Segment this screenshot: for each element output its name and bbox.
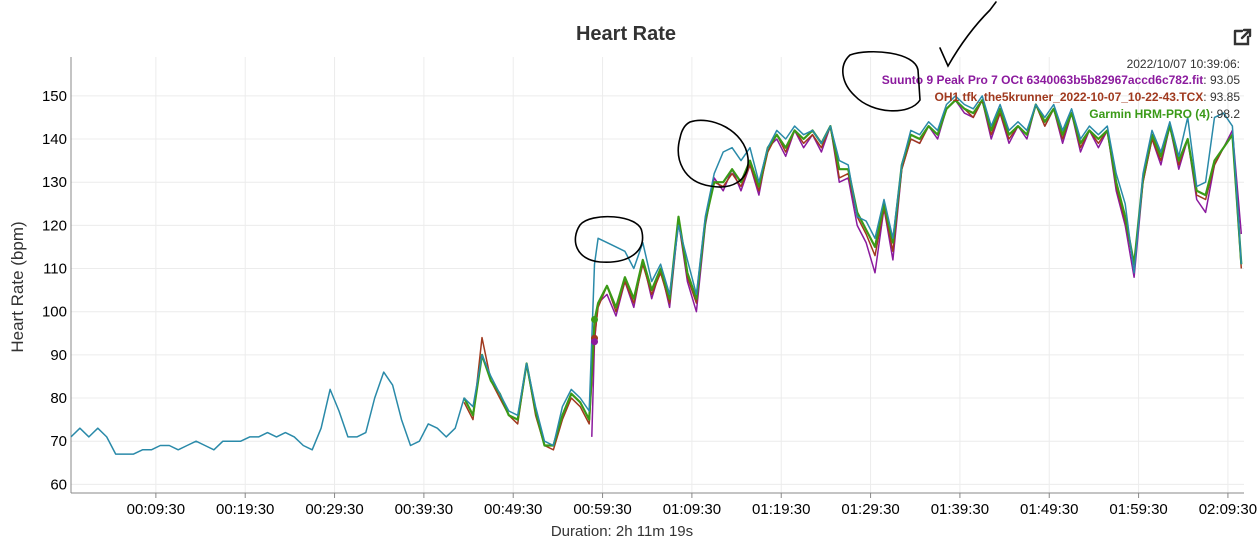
y-tick-label: 60	[50, 476, 67, 493]
tooltip-header: 2022/10/07 10:39:06:	[1127, 57, 1240, 71]
grid-lines	[71, 57, 1244, 493]
x-tick-label: 01:39:30	[931, 501, 989, 518]
tooltip-row-value: 98.2	[1217, 107, 1241, 121]
x-tick-label: 01:49:30	[1020, 501, 1078, 518]
tooltip-row-name: Garmin HRM-PRO (4)	[1089, 107, 1210, 121]
tooltip-row: Suunto 9 Peak Pro 7 OCt 6340063b5b82967a…	[882, 73, 1241, 87]
x-tick-label: 01:29:30	[841, 501, 899, 518]
x-tick-labels: 00:09:30 00:19:30 00:29:30 00:39:30 00:49:30…	[127, 493, 1257, 518]
x-tick-label: 00:29:30	[305, 501, 363, 518]
y-tick-label: 130	[42, 174, 67, 191]
x-tick-label: 01:59:30	[1109, 501, 1167, 518]
x-tick-label: 00:19:30	[216, 501, 274, 518]
tooltip-row: OH1 tfk_the5krunner_2022-10-07_10-22-43.…	[934, 90, 1240, 104]
hover-marker-0	[591, 315, 599, 323]
x-tick-label: 00:39:30	[395, 501, 453, 518]
tooltip-row-value: 93.85	[1210, 90, 1240, 104]
x-tick-label: 00:59:30	[573, 501, 631, 518]
y-tick-label: 90	[50, 347, 67, 364]
tooltip-row-value: 93.05	[1210, 73, 1240, 87]
series-line-3	[70, 95, 1243, 455]
annotation-circle	[842, 50, 921, 112]
x-tick-label: 01:09:30	[663, 501, 721, 518]
x-tick-label: 02:09:30	[1199, 501, 1257, 518]
series-line-2	[463, 99, 1243, 447]
annotation-circle	[677, 119, 749, 188]
y-tick-label: 140	[42, 131, 67, 148]
series-line-1	[463, 99, 1243, 451]
tooltip-row-name: OH1 tfk_the5krunner_2022-10-07_10-22-43.…	[934, 90, 1203, 104]
y-tick-label: 100	[42, 304, 67, 321]
x-axis-label: Duration: 2h 11m 19s	[551, 523, 693, 540]
tooltip-row: Garmin HRM-PRO (4): 98.2	[1089, 107, 1240, 121]
axes	[70, 57, 1244, 494]
y-tick-label: 110	[43, 261, 67, 278]
series-lines	[70, 95, 1243, 455]
tooltip-row-name: Suunto 9 Peak Pro 7 OCt 6340063b5b82967a…	[882, 73, 1204, 87]
x-tick-label: 00:09:30	[127, 501, 185, 518]
chart-title: Heart Rate	[576, 23, 676, 45]
export-icon[interactable]	[1232, 26, 1256, 50]
y-tick-label: 120	[42, 217, 67, 234]
hover-marker-2	[591, 338, 599, 346]
x-tick-label: 01:19:30	[752, 501, 810, 518]
hover-markers	[591, 315, 599, 346]
x-tick-label: 00:49:30	[484, 501, 542, 518]
y-tick-label: 80	[50, 390, 67, 407]
y-tick-label: 70	[50, 433, 67, 450]
tooltip: 2022/10/07 10:39:06: Suunto 9 Peak Pro 7…	[882, 57, 1241, 121]
y-tick-label: 150	[42, 88, 67, 105]
handwritten-annotations	[574, 1, 997, 263]
annotation-circle	[574, 215, 644, 263]
y-axis-label: Heart Rate (bpm)	[8, 221, 27, 352]
annotation-arrow	[939, 1, 997, 68]
y-tick-labels: 60 70 80 90 100 110 120 130 140 150	[42, 88, 67, 494]
